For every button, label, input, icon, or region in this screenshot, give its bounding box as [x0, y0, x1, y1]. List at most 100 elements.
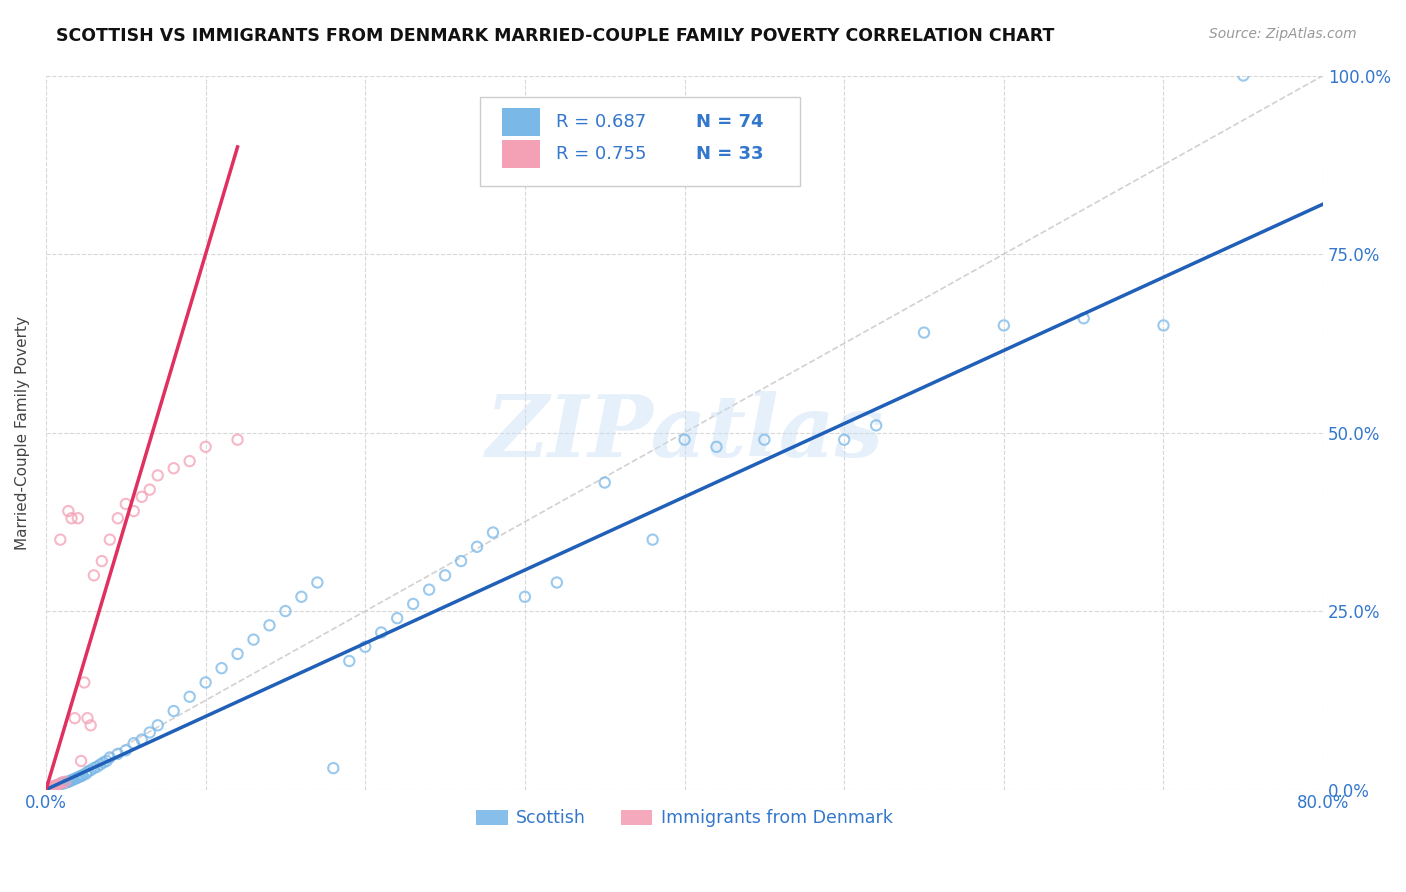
Point — [86, 760, 108, 774]
Text: ZIPatlas: ZIPatlas — [485, 391, 883, 475]
Point — [402, 597, 425, 611]
Point — [513, 590, 536, 604]
Point — [53, 774, 76, 789]
Bar — [502, 108, 540, 136]
Text: Source: ZipAtlas.com: Source: ZipAtlas.com — [1209, 27, 1357, 41]
Point — [754, 433, 776, 447]
Point — [41, 780, 63, 794]
Point — [194, 675, 217, 690]
Point — [63, 772, 86, 786]
Point — [37, 781, 59, 796]
Text: R = 0.755: R = 0.755 — [555, 145, 647, 163]
Point — [39, 780, 62, 795]
Point — [58, 504, 80, 518]
Point — [58, 774, 80, 789]
Point — [42, 780, 65, 794]
Point — [465, 540, 488, 554]
Point — [434, 568, 457, 582]
Point — [46, 778, 69, 792]
Point — [45, 779, 67, 793]
Point — [69, 770, 91, 784]
Point — [179, 454, 201, 468]
Point — [122, 736, 145, 750]
Point — [163, 461, 186, 475]
Point — [146, 468, 169, 483]
Point — [46, 778, 69, 792]
Point — [163, 704, 186, 718]
Point — [865, 418, 887, 433]
Point — [107, 511, 129, 525]
Point — [370, 625, 392, 640]
Point — [60, 511, 83, 525]
Point — [226, 433, 249, 447]
Text: N = 33: N = 33 — [696, 145, 763, 163]
Point — [42, 779, 65, 793]
Point — [73, 675, 96, 690]
Point — [55, 775, 77, 789]
Point — [72, 768, 94, 782]
Point — [79, 764, 101, 778]
Point — [1153, 318, 1175, 333]
Point — [41, 780, 63, 795]
Text: N = 74: N = 74 — [696, 113, 763, 131]
Point — [107, 747, 129, 761]
Point — [139, 483, 162, 497]
Point — [337, 654, 360, 668]
Point — [93, 756, 115, 770]
Point — [65, 771, 87, 785]
Point — [59, 774, 82, 789]
Point — [1073, 311, 1095, 326]
Point — [62, 772, 84, 787]
Point — [641, 533, 664, 547]
Point — [89, 757, 111, 772]
Text: R = 0.687: R = 0.687 — [555, 113, 645, 131]
Point — [274, 604, 297, 618]
Point — [48, 778, 70, 792]
Point — [673, 433, 696, 447]
Point — [39, 781, 62, 796]
Point — [41, 780, 63, 795]
Point — [211, 661, 233, 675]
Point — [45, 779, 67, 793]
Point — [90, 554, 112, 568]
Point — [51, 775, 73, 789]
Y-axis label: Married-Couple Family Poverty: Married-Couple Family Poverty — [15, 316, 30, 549]
Point — [1232, 69, 1254, 83]
Point — [146, 718, 169, 732]
Point — [131, 490, 153, 504]
Point — [49, 533, 72, 547]
Point — [66, 771, 89, 785]
Point — [76, 711, 98, 725]
Point — [70, 769, 93, 783]
Point — [706, 440, 728, 454]
Point — [83, 568, 105, 582]
Point — [322, 761, 344, 775]
Point — [66, 511, 89, 525]
Point — [63, 711, 86, 725]
Point — [139, 725, 162, 739]
Point — [307, 575, 329, 590]
Point — [179, 690, 201, 704]
Point — [114, 743, 136, 757]
Point — [75, 767, 97, 781]
Point — [418, 582, 440, 597]
Point — [114, 497, 136, 511]
Point — [194, 440, 217, 454]
Point — [53, 775, 76, 789]
FancyBboxPatch shape — [481, 97, 800, 186]
Point — [52, 776, 75, 790]
Point — [354, 640, 377, 654]
Point — [450, 554, 472, 568]
Text: SCOTTISH VS IMMIGRANTS FROM DENMARK MARRIED-COUPLE FAMILY POVERTY CORRELATION CH: SCOTTISH VS IMMIGRANTS FROM DENMARK MARR… — [56, 27, 1054, 45]
Point — [482, 525, 505, 540]
Point — [60, 773, 83, 788]
Point — [48, 778, 70, 792]
Point — [385, 611, 408, 625]
Point — [83, 761, 105, 775]
Point — [912, 326, 935, 340]
Point — [51, 777, 73, 791]
Point — [122, 504, 145, 518]
Point — [546, 575, 568, 590]
Point — [259, 618, 281, 632]
Point — [242, 632, 264, 647]
